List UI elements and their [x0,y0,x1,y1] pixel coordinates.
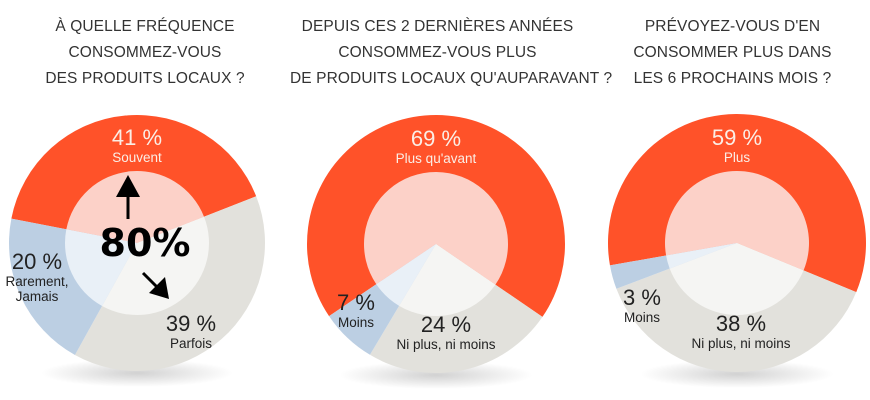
slice-category-label: Ni plus, ni moins [396,337,495,352]
chart-title-next-six-months: PRÉVOYEZ-VOUS D'EN CONSOMMER PLUS DANS L… [595,14,870,92]
slice-value-label: 38 % [716,311,766,336]
slice-value-label: 39 % [166,311,216,336]
title-line: DES PRODUITS LOCAUX ? [45,70,245,87]
slice-value-label: 7 % [337,290,375,315]
donut-chart-2: 69 %Plus qu'avant 24 %Ni plus, ni moins 7 … [306,114,565,389]
annotation: 80% [100,175,191,299]
title-line: À QUELLE FRÉQUENCE [55,18,235,35]
slice-inner [665,170,810,271]
slice-inner [376,244,436,306]
slice-inner [669,243,804,315]
slice-inner [364,172,508,285]
slice-category-label: Rarement, [5,274,68,289]
slice-value-label: 3 % [623,285,661,310]
slice-inner [666,243,737,269]
chart-title-past-two-years: DEPUIS CES 2 DERNIÈRES ANNÉES CONSOMMEZ-… [290,14,613,92]
title-line: CONSOMMEZ-VOUS PLUS [338,44,537,61]
slice-value-label: 41 % [112,125,162,150]
slice-category-label: Moins [338,315,374,330]
slice-category-label: Parfois [170,336,212,351]
donut-chart-3: 59 %Plus 38 %Ni plus, ni moins 3 %Moins [607,113,867,388]
title-line: CONSOMMER PLUS DANS [633,44,832,61]
slice-category-label: Plus [724,150,751,165]
annotation-total: 80% [100,221,191,265]
slice-category-label: Jamais [16,289,59,304]
donut-chart-1: 41 %Souvent 39 %Parfois 20 %Rarement,Jamai… [5,115,265,387]
slice-inner [64,229,137,306]
title-line: CONSOMMEZ-VOUS [68,44,222,61]
slice-inner [66,171,205,243]
slice-category-label: Moins [624,310,660,325]
title-line: DEPUIS CES 2 DERNIÈRES ANNÉES [301,18,574,35]
slice-value-label: 59 % [712,125,762,150]
slice-category-label: Plus qu'avant [396,151,477,166]
chart-title-frequency: À QUELLE FRÉQUENCE CONSOMMEZ-VOUS DES PR… [0,14,290,92]
arrow-up-head [116,175,140,197]
slice-value-label: 24 % [421,312,471,337]
arrow-down-right-head [149,277,169,299]
donut-shadow [640,360,834,388]
donut-shadow [339,361,533,389]
slice-category-label: Souvent [112,150,162,165]
title-line: PRÉVOYEZ-VOUS D'EN [644,18,821,35]
slice-value-label: 20 % [12,249,62,274]
slice-inner [102,216,210,315]
slice-inner [399,244,496,316]
title-line: LES 6 PROCHAINS MOIS ? [633,70,832,87]
arrow-down-right-icon [141,271,159,289]
title-line: DE PRODUITS LOCAUX QU'AUPARAVANT ? [290,70,613,87]
slice-value-label: 69 % [411,126,461,151]
donut-shadow [41,359,233,387]
slice-category-label: Ni plus, ni moins [691,336,790,351]
